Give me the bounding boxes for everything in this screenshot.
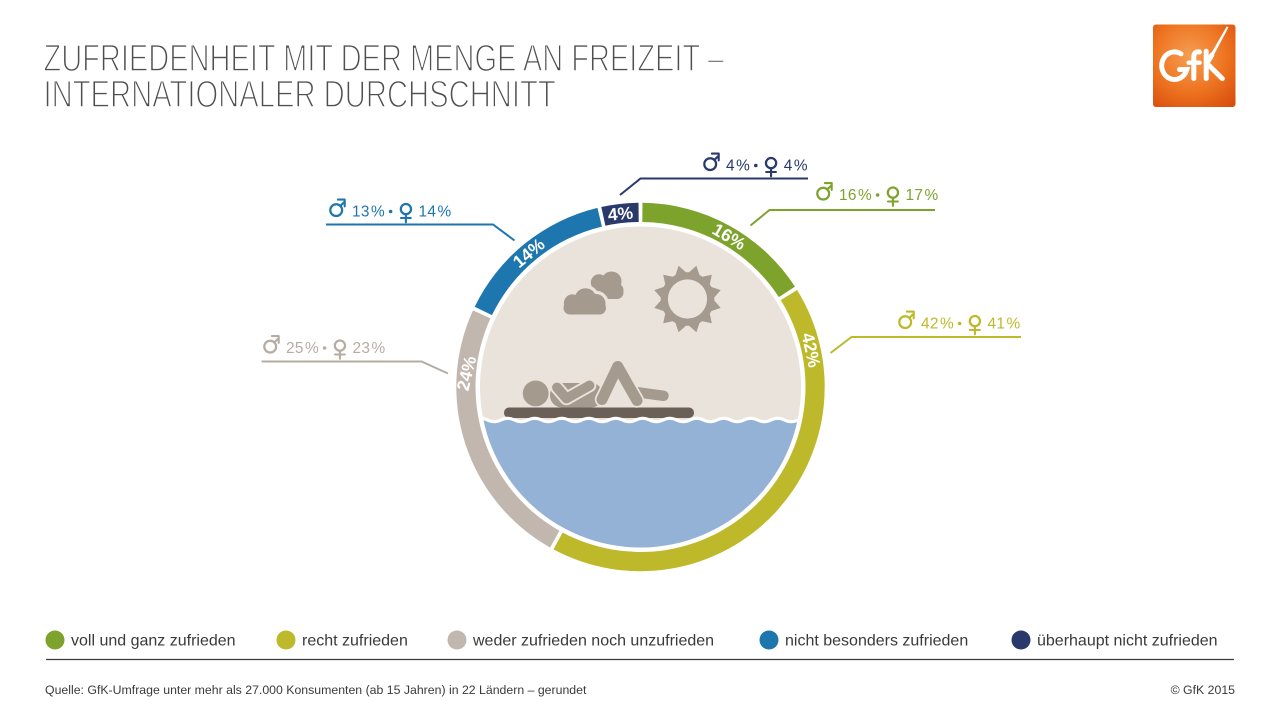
svg-text:17%: 17% — [906, 187, 939, 204]
svg-text:42%: 42% — [921, 316, 954, 333]
svg-text:weder zufrieden noch unzufried: weder zufrieden noch unzufrieden — [472, 633, 714, 650]
svg-text:16%: 16% — [839, 187, 872, 204]
svg-text:recht zufrieden: recht zufrieden — [302, 633, 408, 650]
svg-text:nicht besonders zufrieden: nicht besonders zufrieden — [785, 633, 968, 650]
svg-text:4%: 4% — [726, 158, 750, 175]
svg-text:23%: 23% — [353, 340, 386, 357]
svg-text:4%: 4% — [784, 158, 808, 175]
svg-text:41%: 41% — [988, 316, 1021, 333]
svg-text:14%: 14% — [419, 204, 452, 221]
svg-text:Quelle: GfK-Umfrage unter mehr: Quelle: GfK-Umfrage unter mehr als 27.00… — [45, 683, 587, 697]
svg-text:13%: 13% — [352, 204, 385, 221]
svg-text:INTERNATIONALER DURCHSCHNITT: INTERNATIONALER DURCHSCHNITT — [44, 73, 556, 116]
svg-text:25%: 25% — [286, 340, 319, 357]
svg-text:© GfK 2015: © GfK 2015 — [1171, 683, 1236, 697]
svg-text:überhaupt nicht zufrieden: überhaupt nicht zufrieden — [1037, 633, 1218, 650]
svg-text:ZUFRIEDENHEIT MIT DER MENGE AN: ZUFRIEDENHEIT MIT DER MENGE AN FREIZEIT … — [44, 37, 725, 80]
svg-text:voll und ganz zufrieden: voll und ganz zufrieden — [71, 633, 236, 650]
svg-text:4%: 4% — [607, 203, 634, 225]
